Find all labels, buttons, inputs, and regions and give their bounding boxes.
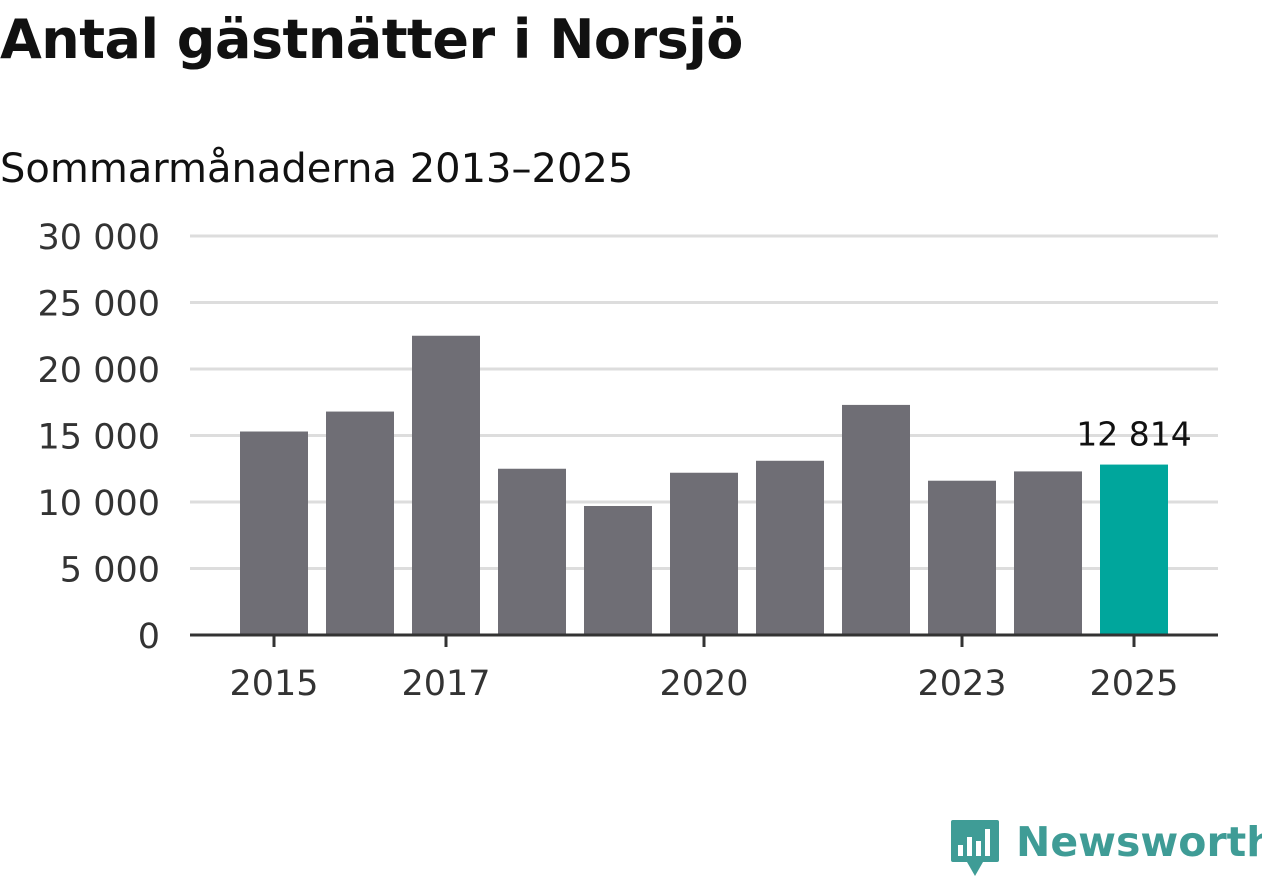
x-tick-label: 2017 (401, 664, 490, 704)
bar-2018 (498, 468, 566, 635)
chart-title: Antal gästnätter i Norsjö (0, 8, 743, 71)
bar-2021 (756, 460, 824, 635)
y-tick-label: 25 000 (38, 285, 160, 325)
bar-2017 (412, 335, 480, 635)
y-tick-label: 30 000 (38, 218, 160, 258)
bar-2024 (1014, 471, 1082, 635)
brand: Newsworthy (950, 818, 1262, 880)
y-tick-label: 0 (138, 617, 160, 657)
bar-2023 (928, 480, 996, 635)
y-tick-label: 20 000 (38, 351, 160, 391)
x-tick-label: 2025 (1089, 664, 1178, 704)
chart-subtitle: Sommarmånaderna 2013–2025 (0, 146, 634, 192)
x-tick-label: 2020 (659, 664, 748, 704)
brand-name: Newsworthy (1016, 818, 1262, 866)
bar-2019 (584, 505, 652, 635)
x-tick-label: 2015 (229, 664, 318, 704)
bar-2015 (240, 431, 308, 635)
bar-2016 (326, 411, 394, 635)
y-tick-label: 10 000 (38, 484, 160, 524)
bar-highlight-2025 (1100, 464, 1168, 635)
newsworthy-logo-icon (951, 820, 999, 876)
bar-2020 (670, 472, 738, 635)
y-tick-label: 5 000 (60, 551, 160, 591)
bar-2022 (842, 404, 910, 635)
y-tick-label: 15 000 (38, 418, 160, 458)
highlight-value-label: 12 814 (1076, 415, 1191, 454)
x-tick-label: 2023 (917, 664, 1006, 704)
